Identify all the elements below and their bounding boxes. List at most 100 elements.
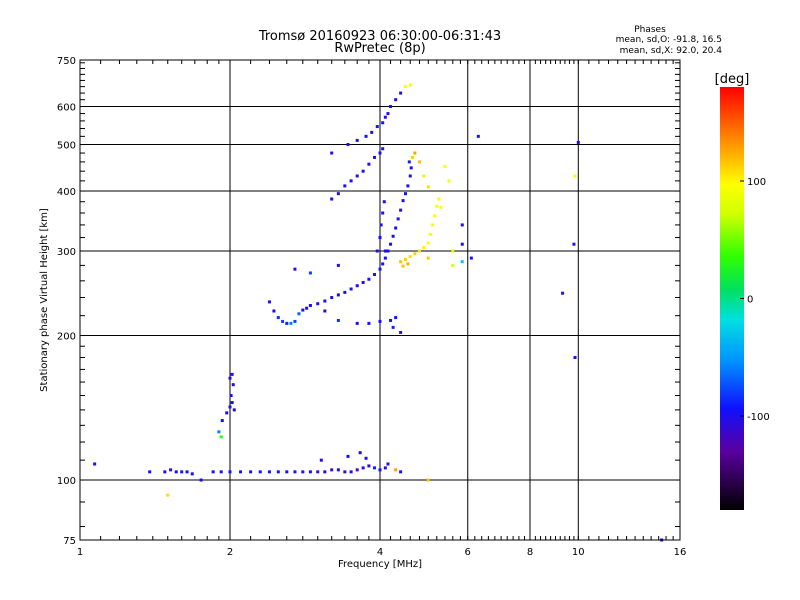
data-point [381, 147, 385, 151]
data-point [349, 470, 353, 474]
x-tick-label: 4 [377, 547, 383, 558]
data-point [401, 264, 405, 268]
data-point [426, 185, 430, 189]
data-point [403, 192, 407, 196]
data-point [330, 197, 334, 201]
data-point [426, 478, 430, 482]
data-point [343, 470, 347, 474]
chart-title: Tromsø 20160923 06:30:00-06:31:43 [258, 29, 501, 44]
data-point [460, 260, 464, 264]
data-point [185, 470, 189, 474]
data-point [305, 306, 309, 310]
data-point [435, 204, 439, 208]
data-point [383, 466, 387, 470]
data-point [426, 256, 430, 260]
data-point [364, 134, 368, 138]
data-point [433, 214, 437, 218]
data-point [297, 312, 301, 316]
data-point [361, 169, 365, 173]
data-point [379, 223, 383, 227]
data-point [373, 155, 377, 159]
x-tick-label: 10 [572, 547, 585, 558]
data-point [190, 472, 194, 476]
data-point [323, 309, 327, 313]
data-point [408, 255, 412, 259]
data-point [460, 223, 464, 227]
data-point [355, 284, 359, 288]
data-point [228, 405, 232, 409]
data-point [386, 462, 390, 466]
data-point [403, 258, 407, 262]
data-point [148, 470, 152, 474]
data-point [219, 470, 223, 474]
y-tick-label: 75 [63, 536, 76, 547]
colorbar-tick-label: 100 [747, 177, 766, 188]
data-point [381, 262, 385, 266]
data-point [383, 115, 387, 119]
data-point [180, 470, 184, 474]
data-point [399, 208, 403, 212]
series-group [267, 160, 413, 334]
data-point [289, 321, 293, 325]
data-point [386, 249, 390, 253]
data-point [285, 321, 289, 325]
data-point [476, 134, 480, 138]
data-point [408, 83, 412, 87]
data-point [230, 401, 234, 405]
data-point [417, 160, 421, 164]
data-point [408, 174, 412, 178]
data-point [381, 211, 385, 215]
data-point [225, 411, 229, 415]
data-point [469, 256, 473, 260]
data-point [394, 468, 398, 472]
data-point [375, 125, 379, 129]
data-point [228, 376, 232, 380]
data-point [431, 223, 435, 227]
data-point [358, 451, 362, 455]
data-point [336, 468, 340, 472]
data-point [249, 470, 253, 474]
data-point [391, 325, 395, 329]
data-point [93, 462, 97, 466]
data-point [220, 419, 224, 423]
data-point [451, 249, 455, 253]
data-point [211, 470, 215, 474]
y-tick-label: 300 [57, 247, 76, 258]
data-point [439, 205, 443, 209]
data-point [319, 458, 323, 462]
data-point [217, 430, 221, 434]
data-point [163, 470, 167, 474]
data-point [573, 355, 577, 359]
data-point [336, 318, 340, 322]
data-point [399, 470, 403, 474]
data-point [576, 140, 580, 144]
data-point [330, 151, 334, 155]
data-point [394, 226, 398, 230]
series-group [217, 372, 236, 434]
stats-line-o: mean, sd,O: -91.8, 16.5 [616, 35, 722, 45]
data-point [443, 164, 447, 168]
data-point [219, 435, 223, 439]
colorbar-label: [deg] [715, 72, 750, 87]
data-point [389, 242, 393, 246]
data-point [386, 112, 390, 116]
data-point [267, 300, 271, 304]
series-group [93, 435, 430, 497]
data-point [407, 160, 411, 164]
data-point [373, 273, 377, 277]
data-point [231, 383, 235, 387]
data-point [276, 316, 280, 320]
data-point [174, 470, 178, 474]
y-tick-label: 400 [57, 187, 76, 198]
y-tick-label: 200 [57, 332, 76, 343]
data-point [301, 308, 305, 312]
data-point [561, 291, 565, 295]
data-point [367, 464, 371, 468]
data-point [355, 138, 359, 142]
data-point [281, 319, 285, 323]
colorbar-ticks: -100 0 100 [740, 177, 770, 423]
data-point [258, 470, 262, 474]
x-tick-label: 1 [77, 547, 83, 558]
grid [80, 60, 680, 540]
